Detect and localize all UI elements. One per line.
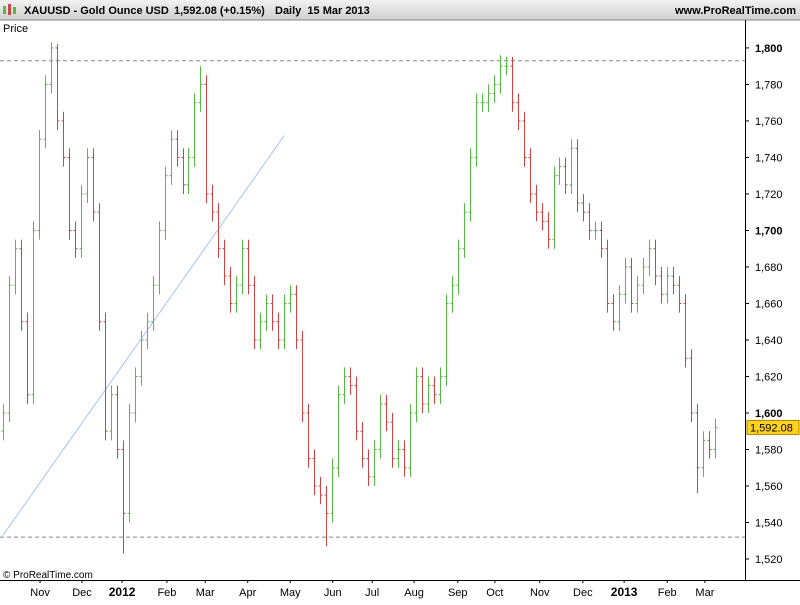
y-tick-label: 1,620 (755, 371, 783, 383)
x-tick-label: Dec (573, 587, 593, 599)
header-bar (0, 0, 800, 20)
x-tick-label: 2013 (611, 585, 638, 599)
x-tick-label: Apr (239, 587, 256, 599)
x-tick-label: Dec (72, 587, 92, 599)
x-tick-label: Feb (658, 587, 677, 599)
trend-line (2, 135, 285, 536)
x-tick-label: Feb (157, 587, 176, 599)
site: www.ProRealTime.com (674, 5, 796, 17)
x-tick-label: Jul (365, 587, 379, 599)
x-tick-label: Nov (530, 587, 550, 599)
quote: 1,592.08 (+0.15%) (174, 5, 265, 17)
y-tick-label: 1,800 (755, 43, 783, 55)
y-tick-label: 1,520 (755, 554, 783, 566)
y-tick-label: 1,680 (755, 262, 783, 274)
symbol: XAUUSD - Gold Ounce USD (24, 5, 169, 17)
x-tick-label: Oct (486, 587, 503, 599)
last-price-box (746, 419, 800, 435)
x-tick-label: Aug (404, 587, 424, 599)
y-tick-label: 1,640 (755, 335, 783, 347)
x-tick-label: Sep (448, 587, 468, 599)
y-label: Price (3, 23, 28, 35)
x-tick-label: Jun (324, 587, 342, 599)
x-tick-label: Mar (196, 587, 215, 599)
x-tick-label: May (280, 587, 301, 599)
y-tick-label: 1,560 (755, 481, 783, 493)
y-tick-label: 1,720 (755, 189, 783, 201)
y-tick-label: 1,540 (755, 518, 783, 530)
x-tick-label: Nov (30, 587, 50, 599)
y-tick-label: 1,740 (755, 152, 783, 164)
period: Daily 15 Mar 2013 (275, 5, 370, 17)
y-tick-label: 1,580 (755, 444, 783, 456)
y-tick-label: 1,780 (755, 79, 783, 91)
last-price-label: 1,592.08 (750, 422, 793, 434)
x-tick-label: Mar (695, 587, 714, 599)
footer: © ProRealTime.com (3, 570, 93, 581)
y-tick-label: 1,700 (755, 225, 783, 237)
y-tick-label: 1,600 (755, 408, 783, 420)
x-tick-label: 2012 (109, 585, 136, 599)
y-tick-label: 1,760 (755, 116, 783, 128)
logo (3, 4, 16, 15)
y-tick-label: 1,660 (755, 298, 783, 310)
